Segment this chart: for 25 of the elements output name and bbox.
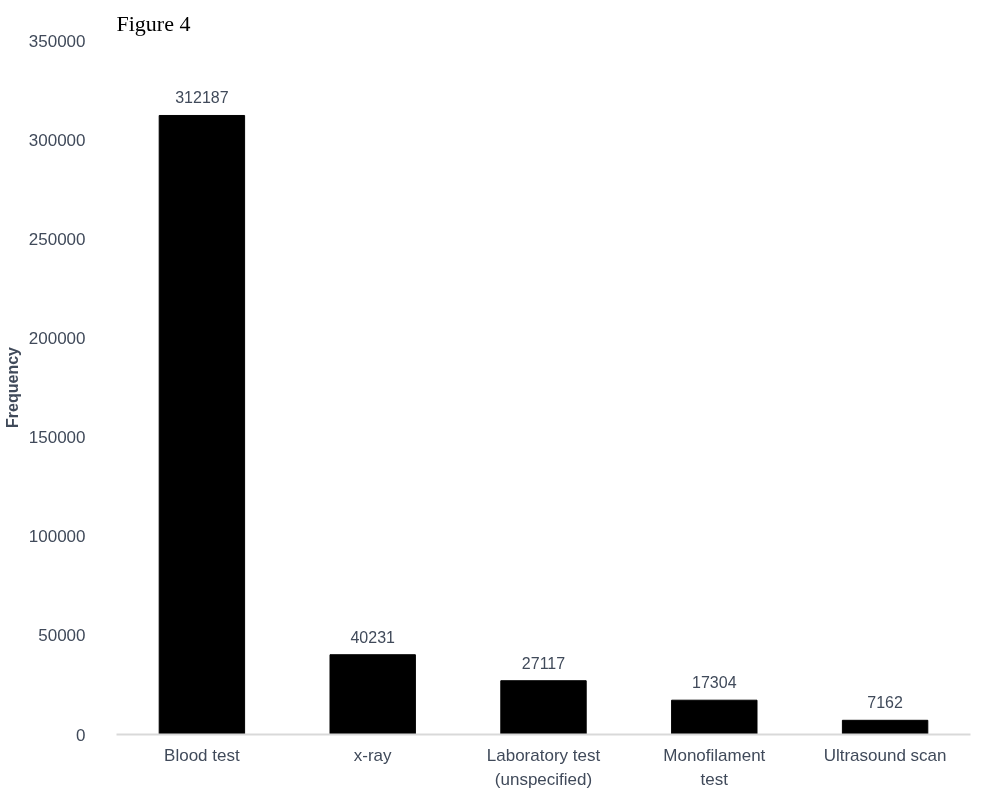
y-tick-label: 0 <box>76 725 86 745</box>
bar <box>500 680 587 735</box>
chart-title: Figure 4 <box>116 10 191 36</box>
x-tick-label: Laboratory test (unspecified) <box>486 745 601 790</box>
y-tick-label: 300000 <box>28 130 86 150</box>
x-tick-label: x-ray <box>353 745 393 765</box>
y-tick-label: 350000 <box>28 31 86 51</box>
y-tick-label: 250000 <box>28 229 86 249</box>
data-label: 7162 <box>867 694 903 712</box>
bar <box>329 654 416 735</box>
x-tick-label: Ultrasound scan <box>823 745 947 765</box>
data-label: 40231 <box>350 628 396 646</box>
y-tick-label: 150000 <box>28 428 86 448</box>
bar <box>158 114 246 735</box>
data-label: 17304 <box>692 674 737 692</box>
x-tick-label: Monofilament test <box>663 745 766 790</box>
bar <box>841 719 929 735</box>
y-tick-label: 200000 <box>28 328 86 348</box>
data-label: 312187 <box>175 89 229 107</box>
data-label: 27117 <box>521 654 566 672</box>
y-tick-label: 100000 <box>28 527 86 547</box>
bar <box>671 699 758 735</box>
y-axis-title: Frequency <box>3 346 21 428</box>
y-tick-label: 50000 <box>38 626 86 646</box>
x-tick-label: Blood test <box>164 745 240 765</box>
